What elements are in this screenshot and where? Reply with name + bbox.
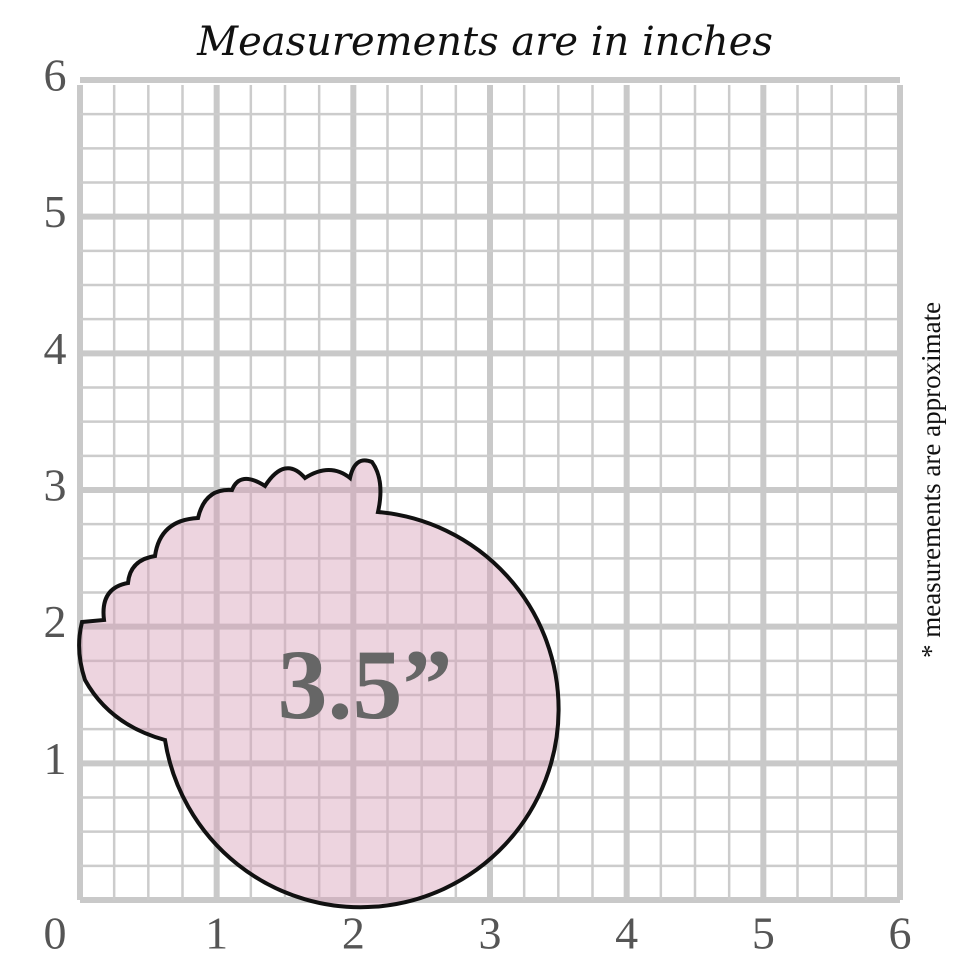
note: * measurements are approximate (916, 302, 946, 658)
y-axis-label: 4 (44, 323, 67, 374)
grid (77, 77, 903, 903)
y-axis-label: 6 (44, 50, 67, 101)
axis-labels: 0 1 2 3 4 5 6 1 2 3 4 5 6 (44, 50, 912, 959)
y-axis-label: 1 (44, 733, 67, 784)
title: Measurements are in inches (196, 19, 773, 65)
x-axis-label: 6 (889, 908, 912, 959)
x-axis-label: 5 (752, 908, 775, 959)
x-axis-label: 4 (615, 908, 638, 959)
x-axis-label: 1 (205, 908, 228, 959)
cookie-shape (77, 458, 561, 910)
shape-label: 3.5” (278, 629, 453, 740)
origin-label: 0 (44, 908, 67, 959)
x-axis-label: 2 (342, 908, 365, 959)
y-axis-label: 2 (44, 596, 67, 647)
y-axis-label: 3 (44, 460, 67, 511)
x-axis-label: 3 (479, 908, 502, 959)
y-axis-label: 5 (44, 186, 67, 237)
